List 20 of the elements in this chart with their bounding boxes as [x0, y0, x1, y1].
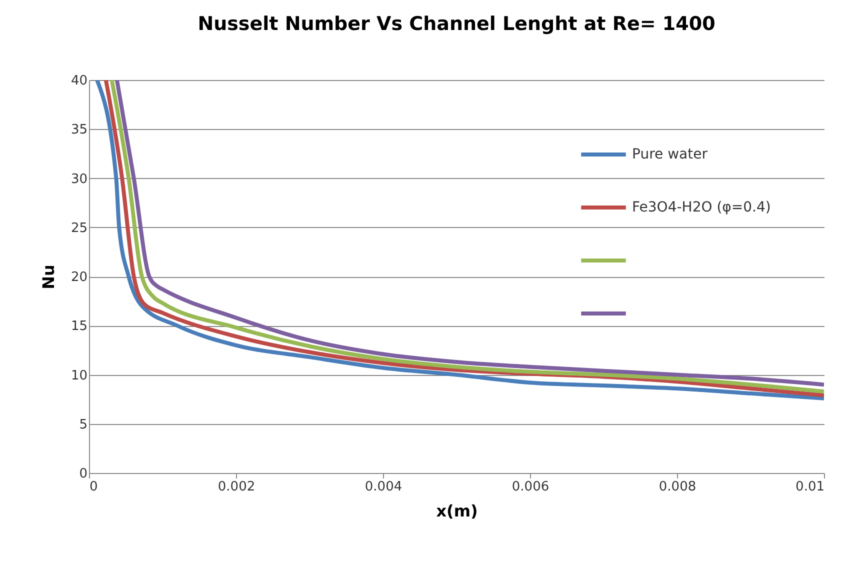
- x-tick-label: 0.004: [364, 480, 402, 494]
- y-tick-label: 15: [70, 319, 88, 334]
- x-tick-label: 0.002: [218, 480, 256, 494]
- legend-label: Pure water: [632, 146, 708, 162]
- legend-label: Fe3O4-H2O (φ=0.4): [632, 200, 771, 216]
- y-tick-label: 20: [70, 270, 88, 285]
- y-tick-label: 10: [70, 368, 88, 384]
- x-tick-label: 0.008: [658, 480, 696, 494]
- x-axis-title: x(m): [436, 502, 478, 520]
- y-axis-title: Nu: [38, 264, 58, 290]
- y-tick-label: 0: [79, 466, 88, 482]
- y-tick-label: 5: [79, 417, 88, 432]
- y-tick-label: 30: [70, 172, 88, 187]
- x-tick-label: 0: [90, 480, 98, 494]
- y-tick-label: 40: [70, 74, 88, 88]
- x-tick-label: 0.01: [796, 480, 824, 494]
- chart-title: Nusselt Number Vs Channel Lenght at Re= 1400: [198, 13, 716, 35]
- y-tick-label: 25: [70, 220, 88, 236]
- y-tick-label: 35: [70, 122, 88, 138]
- x-tick-label: 0.006: [512, 480, 550, 494]
